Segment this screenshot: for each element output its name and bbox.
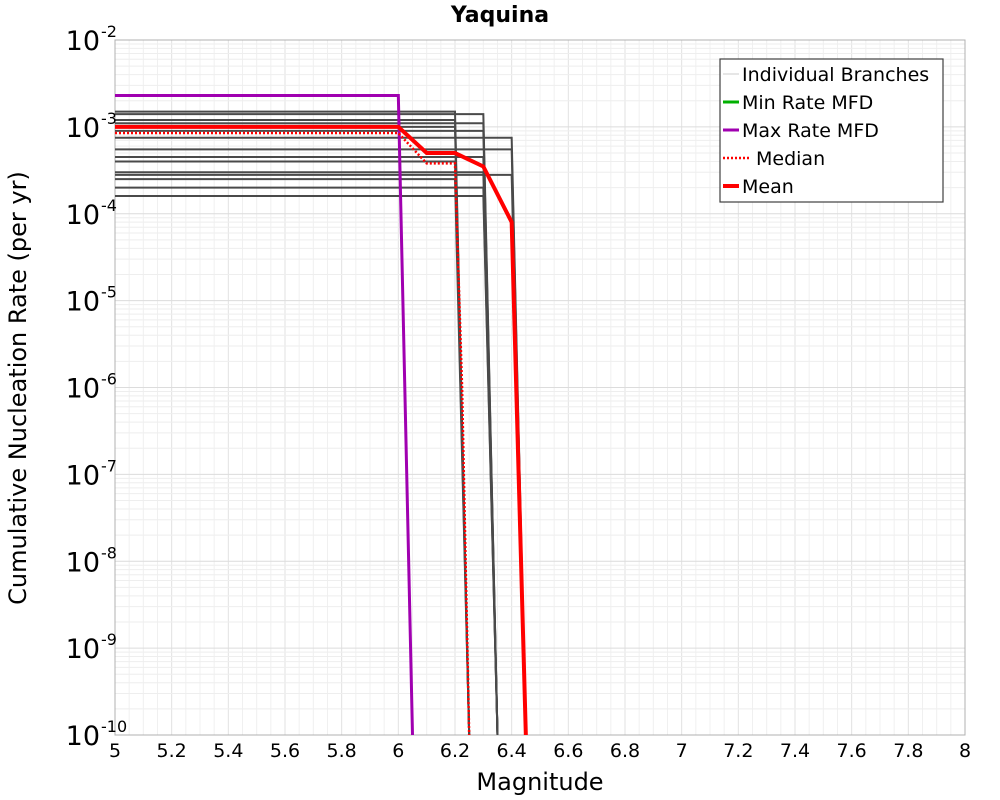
legend-item: Mean [723,176,794,198]
legend: Individual Branches Min Rate MFD Max Rate … [719,58,944,203]
median-line [115,131,471,736]
y-tick: 10 -2 [66,22,117,57]
legend-label: Mean [742,176,794,198]
x-tick-label: 5.2 [157,740,187,762]
branch-line [115,110,471,736]
y-tick-base: 10 [66,460,100,491]
y-tick-exponent: -6 [101,370,117,389]
mean-line [115,124,528,736]
branch-line [115,122,499,736]
y-axis-ticks: 10-210-310-410-510-610-710-810-910-10 [66,22,128,752]
y-tick-base: 10 [66,721,100,752]
legend-label: Max Rate MFD [742,120,879,142]
y-tick-base: 10 [66,547,100,578]
legend-box [719,58,944,203]
branches-group [115,110,527,736]
legend-item: Max Rate MFD [723,120,879,142]
y-tick: 10 -5 [66,283,117,318]
x-tick-label: 7 [676,740,688,762]
plot-area [114,39,966,736]
x-tick-label: 6.4 [497,740,527,762]
y-tick-base: 10 [66,287,100,318]
x-tick-label: 5.6 [270,740,300,762]
y-tick: 10 -8 [66,543,117,578]
x-axis-ticks: 5 5.2 5.4 5.6 5.8 6 6.2 6.4 6.6 6.8 7 7.2 7.4 7.6 7.8 8 [109,740,971,762]
branch-line [115,186,499,736]
y-tick-exponent: -10 [101,717,127,736]
branch-line [115,171,499,736]
branch-line [115,113,499,736]
y-tick-exponent: -5 [101,283,117,302]
max-rate-mfd-line [115,93,414,736]
x-tick-label: 6.2 [440,740,470,762]
y-tick-base: 10 [66,113,100,144]
y-tick-exponent: -8 [101,543,117,562]
x-tick-label: 7.2 [723,740,753,762]
y-tick-base: 10 [66,374,100,405]
series-group [115,93,528,736]
chart-title: Yaquina [450,3,549,28]
x-tick-label: 5.4 [213,740,243,762]
x-tick-label: 8 [959,740,971,762]
y-tick-exponent: -7 [101,456,117,475]
legend-item: Median [723,148,825,170]
legend-label: Median [756,148,825,170]
y-tick-exponent: -2 [101,22,117,41]
legend-label: Individual Branches [742,64,929,86]
legend-item: Individual Branches [723,64,929,86]
y-tick-exponent: -3 [101,109,117,128]
y-tick-exponent: -4 [101,196,117,215]
branch-line [115,195,499,736]
y-tick: 10 -3 [66,109,117,144]
x-tick-label: 5.8 [327,740,357,762]
x-tick-label: 7.4 [780,740,810,762]
x-axis-label: Magnitude [476,768,603,796]
legend-label: Min Rate MFD [742,92,873,114]
y-tick: 10 -6 [66,370,117,405]
x-tick-label: 7.8 [893,740,923,762]
x-tick-label: 6 [392,740,404,762]
y-tick-exponent: -9 [101,630,117,649]
y-tick: 10 -9 [66,630,117,665]
x-tick-label: 5 [109,740,121,762]
y-tick-base: 10 [66,200,100,231]
y-tick-base: 10 [66,26,100,57]
branch-line [115,118,471,736]
x-tick-label: 6.8 [610,740,640,762]
y-tick: 10 -4 [66,196,117,231]
y-tick: 10 -10 [66,717,128,752]
y-tick: 10 -7 [66,456,117,491]
x-tick-label: 6.6 [553,740,583,762]
x-tick-label: 7.6 [837,740,867,762]
y-axis-label: Cumulative Nucleation Rate (per yr) [4,171,32,605]
y-tick-base: 10 [66,634,100,665]
legend-item: Min Rate MFD [723,92,873,114]
